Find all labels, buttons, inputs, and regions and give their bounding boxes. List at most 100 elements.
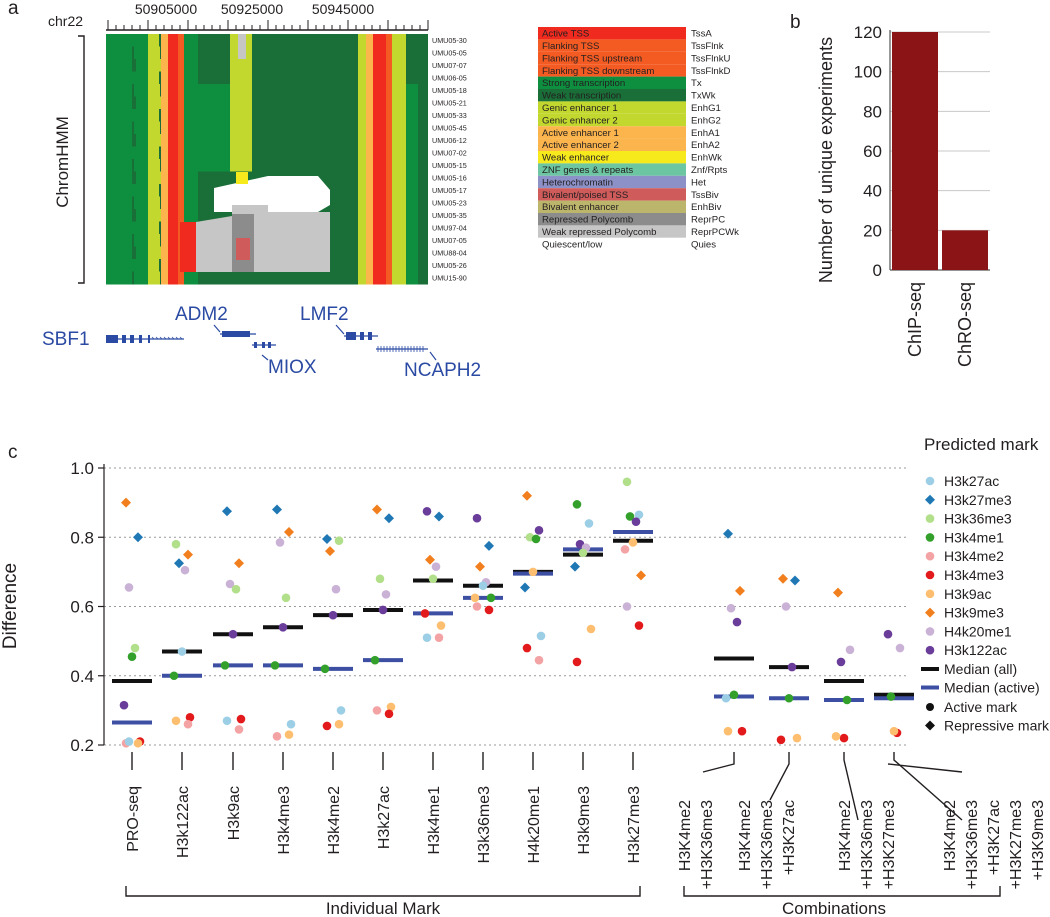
heatmap-cell (168, 221, 178, 235)
point-h3k9me3 (425, 554, 435, 565)
heatmap-cell (106, 134, 132, 147)
y-tick-label: 1.0 (70, 459, 94, 478)
x-tick-label: +H3K27me3 (1008, 800, 1025, 889)
heatmap-cell (106, 109, 132, 122)
heatmap-cell (148, 246, 161, 260)
y-axis-label: Number of unique experiments (816, 37, 836, 283)
sample-label: UMU05-30 (432, 36, 467, 45)
heatmap-cell (392, 84, 406, 97)
combination-connector (843, 752, 859, 821)
heatmap-cell (134, 121, 148, 135)
panel-label-c: c (8, 442, 18, 463)
heatmap-cell (148, 71, 159, 85)
heatmap-cell (358, 121, 366, 135)
x-tick-label: +H3K27ac (781, 800, 798, 875)
heatmap-cell (358, 271, 366, 285)
heatmap-cell (366, 159, 373, 172)
legend-item: H3k4me3 (925, 567, 1004, 583)
legend-state-code: EnhG1 (691, 103, 721, 114)
legend-state-name: Active TSS (542, 29, 589, 40)
legend-state-code: TxWk (691, 91, 716, 102)
legend-swatch (538, 76, 686, 89)
legend-label: Active mark (944, 699, 1018, 715)
legend-label: Median (active) (944, 680, 1040, 696)
x-tick-label: H3K4me2 (837, 800, 854, 871)
heatmap-cell (148, 209, 161, 222)
legend-swatch (538, 27, 686, 40)
combination-connector (769, 752, 790, 801)
legend-state-code: TssFlnk (691, 41, 724, 52)
legend-swatch (538, 64, 686, 77)
legend-item: H3k4me2 (925, 548, 1004, 564)
heatmap-cell (392, 196, 406, 210)
heatmap-cell (178, 134, 184, 147)
heatmap-cell (392, 146, 406, 160)
point-h3k4me1 (625, 512, 635, 521)
legend-swatch (538, 101, 686, 114)
point-h3k9me3 (735, 585, 745, 596)
legend-item: H3k27ac (925, 473, 999, 489)
x-tick-label: H3K4me2 (942, 800, 959, 871)
point-h3k9ac (470, 593, 480, 603)
heatmap-cell (392, 59, 406, 72)
legend-state-code: TssA (691, 29, 712, 40)
heatmap-cell (106, 259, 132, 272)
heatmap-cell (168, 84, 178, 97)
exon (139, 335, 142, 343)
legend-state-name: Bivalent enhancer (542, 202, 620, 213)
y-tick-label: 0.8 (70, 528, 94, 547)
exon (360, 332, 364, 340)
legend-swatch (538, 138, 686, 151)
legend-swatch (538, 126, 686, 139)
heatmap-cell (148, 221, 159, 235)
legend-state-name: Genic enhancer 1 (542, 103, 618, 114)
heatmap-cell (373, 246, 386, 260)
point-h4k20me1 (331, 584, 341, 594)
heatmap-cell (161, 121, 168, 135)
point-h3k4me3 (572, 657, 582, 667)
point-h3k4me1 (784, 693, 794, 703)
panel-label-a: a (8, 0, 19, 19)
legend-item: H3k9me3 (925, 605, 1004, 621)
heatmap-cell (132, 71, 148, 85)
x-tick-label: +H3K36me3 (964, 800, 981, 889)
heatmap-cell (184, 59, 198, 72)
heatmap-cell (184, 121, 198, 135)
heatmap-cell (106, 121, 132, 135)
heatmap-cell (238, 34, 246, 47)
heatmap-cell (230, 146, 240, 160)
legend-state-name: ZNF genes & repeats (542, 165, 633, 176)
heatmap-cell (161, 46, 168, 60)
heatmap-cell (161, 259, 168, 272)
heatmap-cell (406, 271, 418, 285)
heatmap-cell (366, 246, 373, 260)
heatmap-cell (184, 84, 198, 97)
heatmap-cell (178, 271, 184, 285)
bivalent-tss-region (236, 238, 250, 260)
point-h3k122ac (119, 700, 129, 710)
legend-state-code: EnhBiv (691, 202, 722, 213)
legend-item: H3k9ac (925, 586, 991, 602)
heatmap-cell (358, 46, 366, 60)
gene-label-ncaph2: NCAPH2 (404, 360, 481, 381)
heatmap-cell (366, 134, 373, 147)
heatmap-cell (373, 84, 386, 97)
point-h4k20me1 (381, 590, 391, 599)
point-h4k20me1 (180, 565, 190, 575)
legend-row: Weak repressed Polycomb ReprPCWk (538, 225, 739, 238)
point-h3k27me3 (222, 506, 232, 517)
point-h3k27ac (222, 716, 232, 726)
legend-state-code: EnhG2 (691, 115, 721, 126)
heatmap-cell (386, 146, 392, 160)
gene-track: SBF1 ADM2 MIOX LMF2 NCAPH2 (42, 304, 481, 381)
heatmap-cell (136, 246, 148, 260)
heatmap-cell (386, 209, 392, 222)
heatmap-cell (406, 159, 418, 172)
group-bracket-combinations (683, 886, 1001, 897)
intron-tick (179, 336, 183, 340)
heatmap-cell (132, 259, 148, 272)
point-h4k20me1 (124, 583, 134, 592)
heatmap-cell (406, 184, 418, 197)
heatmap-cell (238, 46, 246, 60)
y-tick-label: 40 (863, 182, 882, 201)
